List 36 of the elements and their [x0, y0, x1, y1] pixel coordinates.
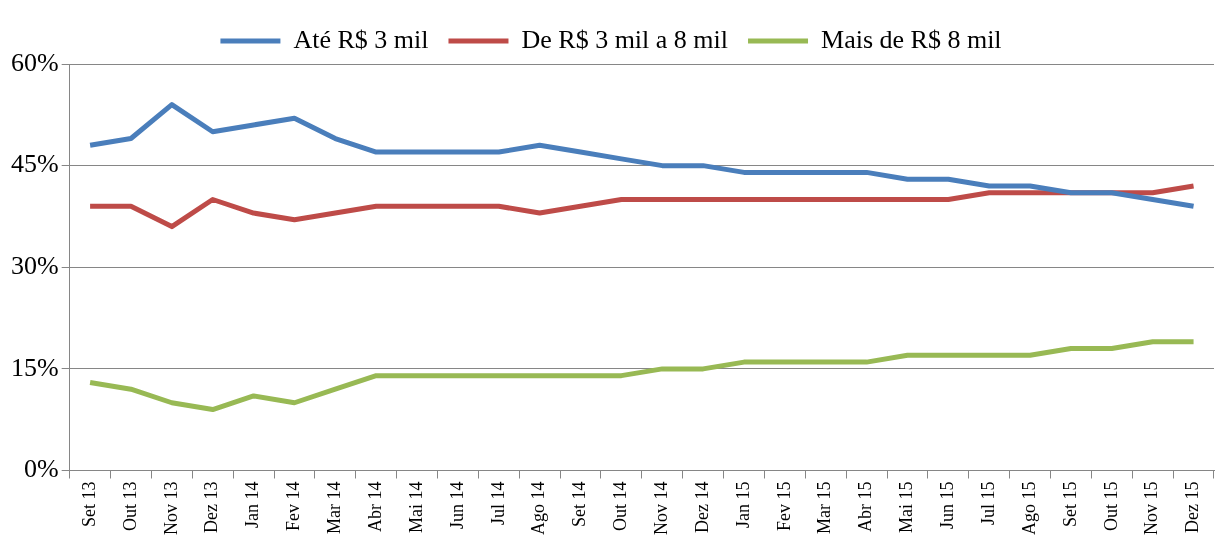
x-tick-label: Ago 15 — [1018, 481, 1039, 535]
x-tick-label: Fev 15 — [773, 481, 794, 531]
x-tick-label: Dez 14 — [691, 481, 712, 533]
x-tick-label: Abr 15 — [855, 481, 876, 532]
x-tick-label: Jul 15 — [977, 481, 998, 526]
x-tick-label: Out 14 — [610, 481, 631, 531]
x-tick-label: Mar 15 — [814, 481, 835, 534]
legend-label: De R$ 3 mil a 8 mil — [521, 24, 729, 54]
x-tick-label: Set 14 — [569, 481, 590, 528]
legend-label: Mais de R$ 8 mil — [821, 24, 1002, 54]
x-tick-label: Set 13 — [78, 481, 99, 528]
x-tick-label: Mar 14 — [324, 481, 345, 534]
x-tick-label: Abr 14 — [364, 481, 385, 532]
x-tick-label: Dez 15 — [1182, 481, 1203, 533]
x-tick-label: Nov 15 — [1141, 481, 1162, 535]
legend-label: Até R$ 3 mil — [293, 24, 429, 54]
x-tick-label: Dez 13 — [201, 481, 222, 533]
y-tick-label: 15% — [10, 352, 59, 382]
y-tick-label: 30% — [10, 251, 59, 281]
x-tick-label: Nov 14 — [651, 481, 671, 535]
x-tick-label: Jun 15 — [937, 481, 958, 530]
x-tick-label: Out 15 — [1100, 481, 1121, 531]
x-tick-label: Set 15 — [1059, 481, 1080, 528]
x-tick-label: Ago 14 — [528, 481, 549, 535]
y-tick-label: 60% — [10, 47, 59, 77]
x-tick-label: Jan 14 — [242, 481, 263, 528]
x-tick-label: Fev 14 — [283, 481, 304, 531]
x-tick-label: Jan 15 — [732, 481, 753, 528]
x-tick-label: Out 13 — [119, 481, 140, 531]
x-tick-label: Mai 15 — [896, 481, 917, 533]
y-tick-label: 0% — [23, 454, 59, 484]
x-tick-label: Jun 14 — [446, 481, 467, 530]
x-tick-label: Nov 13 — [160, 481, 181, 535]
x-tick-label: Jul 14 — [487, 481, 508, 526]
y-tick-label: 45% — [10, 149, 59, 179]
x-tick-label: Mai 14 — [405, 481, 426, 533]
